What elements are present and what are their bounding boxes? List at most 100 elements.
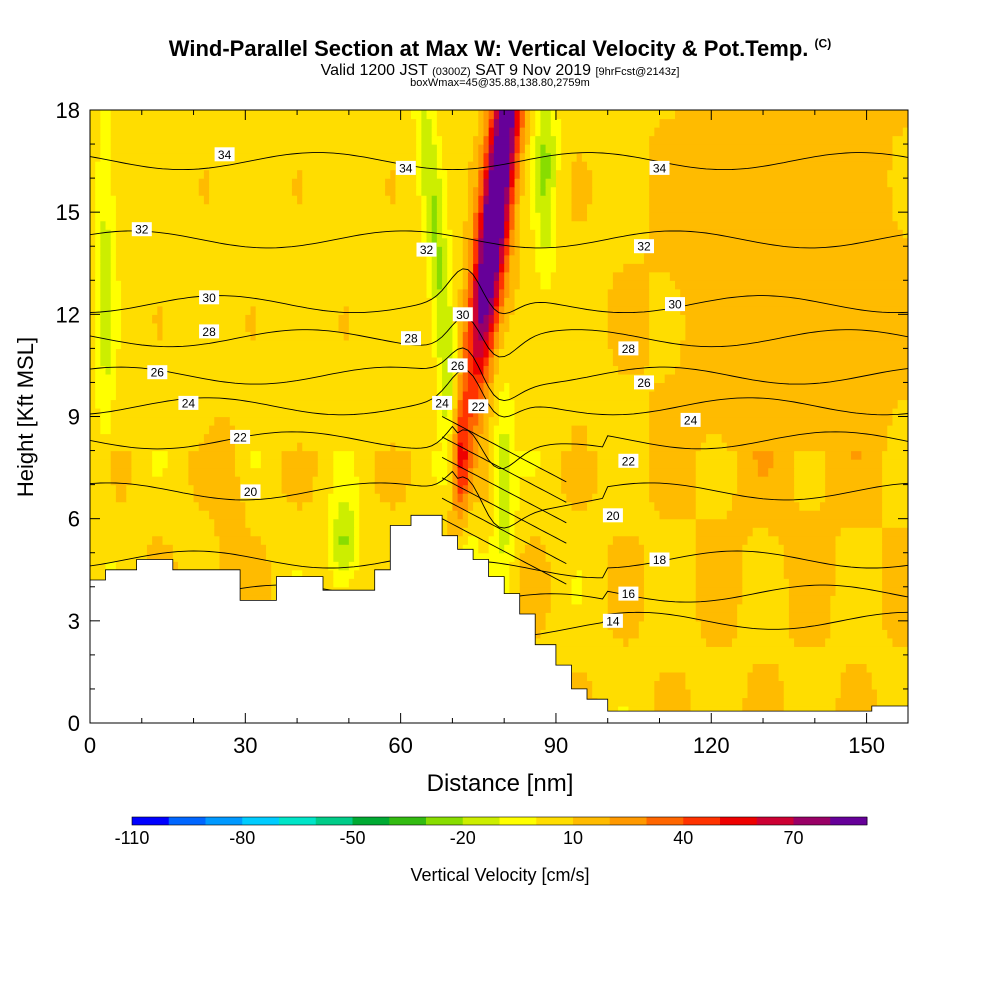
velocity-cell <box>100 339 112 349</box>
velocity-cell <box>592 680 655 690</box>
velocity-cell <box>333 459 355 469</box>
velocity-cell <box>555 161 562 171</box>
velocity-cell <box>561 127 655 137</box>
velocity-cell <box>95 322 101 332</box>
velocity-cell <box>530 152 536 162</box>
velocity-cell <box>540 169 552 179</box>
velocity-cell <box>835 578 883 588</box>
velocity-cell <box>504 186 510 196</box>
velocity-cell <box>467 331 474 341</box>
velocity-cell <box>297 195 303 205</box>
velocity-cell <box>447 510 459 520</box>
velocity-cell <box>436 263 443 273</box>
colorbar-swatch <box>205 817 243 825</box>
velocity-cell <box>519 110 526 120</box>
velocity-cell <box>830 629 888 639</box>
velocity-cell <box>695 552 743 562</box>
velocity-cell <box>447 263 454 273</box>
velocity-cell <box>530 212 542 222</box>
velocity-cell <box>457 459 464 469</box>
velocity-cell <box>700 620 738 630</box>
velocity-cell <box>302 195 391 205</box>
velocity-cell <box>395 186 417 196</box>
velocity-cell <box>493 518 500 528</box>
velocity-cell <box>783 705 837 716</box>
velocity-cell <box>597 484 650 494</box>
velocity-cell <box>571 212 588 222</box>
theta-contour <box>441 477 567 544</box>
velocity-cell <box>535 135 557 145</box>
velocity-cell <box>359 510 448 520</box>
velocity-cell <box>509 518 516 528</box>
velocity-cell <box>509 314 609 324</box>
velocity-cell <box>483 220 505 230</box>
velocity-cell <box>442 390 453 401</box>
velocity-cell <box>338 561 350 571</box>
velocity-cell <box>535 169 542 179</box>
velocity-cell <box>110 322 122 332</box>
x-axis-label: Distance [nm] <box>427 770 574 797</box>
velocity-cell <box>535 161 542 171</box>
velocity-cell <box>675 110 908 120</box>
velocity-cell <box>255 305 345 315</box>
velocity-cell <box>488 339 495 349</box>
velocity-cell <box>467 322 474 332</box>
velocity-cell <box>737 629 790 639</box>
velocity-cell <box>742 705 785 716</box>
velocity-cell <box>338 535 350 545</box>
velocity-cell <box>509 186 516 196</box>
velocity-cell <box>488 493 495 503</box>
velocity-cell <box>649 442 702 452</box>
velocity-cell <box>95 280 101 290</box>
velocity-cell <box>509 254 521 264</box>
velocity-cell <box>245 501 298 511</box>
velocity-cell <box>550 586 573 596</box>
velocity-cell <box>354 527 360 537</box>
contour-label-bg <box>618 453 639 468</box>
velocity-cell <box>695 467 738 477</box>
velocity-cell <box>436 390 443 401</box>
velocity-cell <box>328 552 334 562</box>
velocity-cell <box>426 271 433 281</box>
velocity-cell <box>643 254 908 264</box>
velocity-cell <box>493 331 500 341</box>
velocity-cell <box>555 263 624 273</box>
velocity-cell <box>876 688 908 699</box>
contour-label: 30 <box>202 291 216 305</box>
velocity-cell <box>354 459 376 469</box>
velocity-cell <box>483 246 500 256</box>
velocity-cell <box>483 348 490 358</box>
velocity-cell <box>100 288 112 298</box>
velocity-cell <box>483 110 490 120</box>
velocity-cell <box>426 254 433 264</box>
velocity-cell <box>447 527 464 537</box>
velocity-cell <box>571 203 588 213</box>
velocity-cell <box>571 161 588 171</box>
velocity-cell <box>467 476 474 486</box>
velocity-cell <box>499 263 505 273</box>
colorbar-swatch <box>426 817 464 825</box>
velocity-cell <box>447 186 469 196</box>
velocity-cell <box>478 178 485 188</box>
velocity-cell <box>509 178 516 188</box>
velocity-cell <box>519 569 552 579</box>
velocity-cell <box>452 271 464 281</box>
y-tick-label: 6 <box>68 507 80 532</box>
velocity-cell <box>592 178 650 188</box>
velocity-cell <box>431 339 438 349</box>
velocity-cell <box>421 135 433 145</box>
velocity-cell <box>421 237 428 247</box>
velocity-cell <box>90 425 101 435</box>
velocity-cell <box>643 365 676 375</box>
velocity-cell <box>478 246 485 256</box>
velocity-cell <box>266 544 329 554</box>
velocity-cell <box>550 595 573 605</box>
velocity-cell <box>473 152 479 162</box>
velocity-cell <box>431 450 448 460</box>
velocity-cell <box>488 433 495 443</box>
velocity-cell <box>90 195 96 205</box>
velocity-cell <box>431 322 438 332</box>
velocity-cell <box>234 467 283 477</box>
velocity-cell <box>338 501 350 511</box>
velocity-cell <box>436 127 479 137</box>
